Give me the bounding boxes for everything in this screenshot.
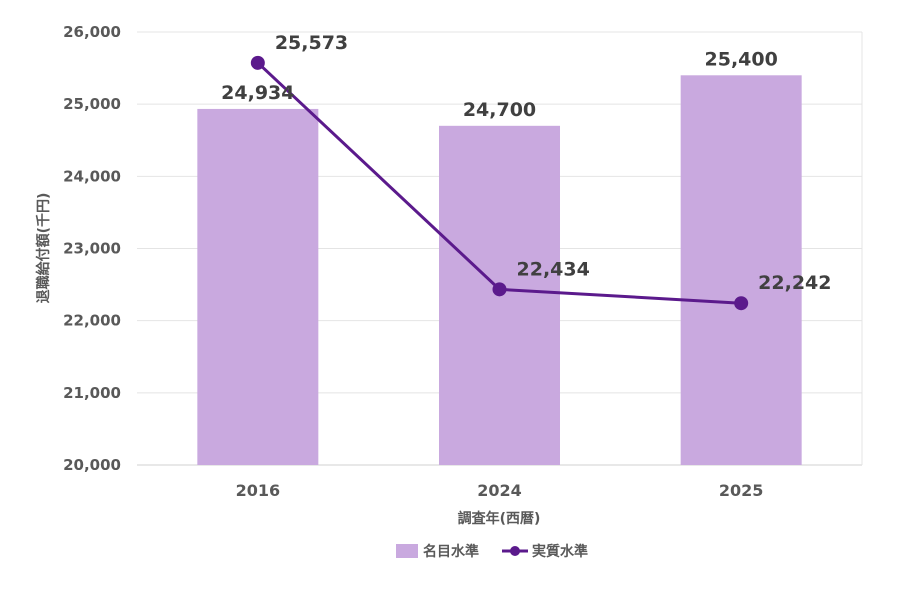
x-tick-label: 2024 xyxy=(477,481,522,500)
bar-data-label: 24,700 xyxy=(463,99,536,121)
y-tick-label: 26,000 xyxy=(63,23,121,41)
bar xyxy=(197,108,319,466)
y-tick-label: 23,000 xyxy=(63,240,121,258)
legend: 名目水準 実質水準 xyxy=(396,543,588,560)
x-axis-ticks: 2016 2024 2025 xyxy=(236,481,764,500)
line-point xyxy=(492,282,507,297)
y-tick-label: 22,000 xyxy=(63,312,121,330)
line-point xyxy=(250,55,265,70)
line-series xyxy=(250,55,749,311)
bar xyxy=(680,75,802,466)
y-axis-ticks: 20,000 21,000 22,000 23,000 24,000 25,000 26,0… xyxy=(63,23,121,474)
legend-label-nominal: 名目水準 xyxy=(423,543,479,560)
x-tick-label: 2016 xyxy=(236,481,281,500)
bar-data-label: 24,934 xyxy=(221,82,294,104)
y-axis-title: 退職給付額(千円) xyxy=(35,193,52,304)
y-tick-label: 24,000 xyxy=(63,167,121,185)
legend-marker-real xyxy=(510,546,520,556)
line-data-label: 25,573 xyxy=(275,32,348,54)
data-labels: 24,934 24,700 25,400 25,573 22,434 22,242 xyxy=(221,32,831,294)
y-tick-label: 25,000 xyxy=(63,95,121,113)
legend-swatch-nominal xyxy=(396,544,418,558)
line-data-label: 22,242 xyxy=(758,272,831,294)
line-data-label: 22,434 xyxy=(517,258,590,280)
bar-data-label: 25,400 xyxy=(705,48,778,70)
x-axis-title: 調査年(西暦) xyxy=(458,510,541,527)
y-tick-label: 20,000 xyxy=(63,456,121,474)
legend-label-real: 実質水準 xyxy=(532,543,588,560)
bar-series xyxy=(197,75,802,466)
y-tick-label: 21,000 xyxy=(63,384,121,402)
line-point xyxy=(734,296,749,311)
x-tick-label: 2025 xyxy=(719,481,764,500)
